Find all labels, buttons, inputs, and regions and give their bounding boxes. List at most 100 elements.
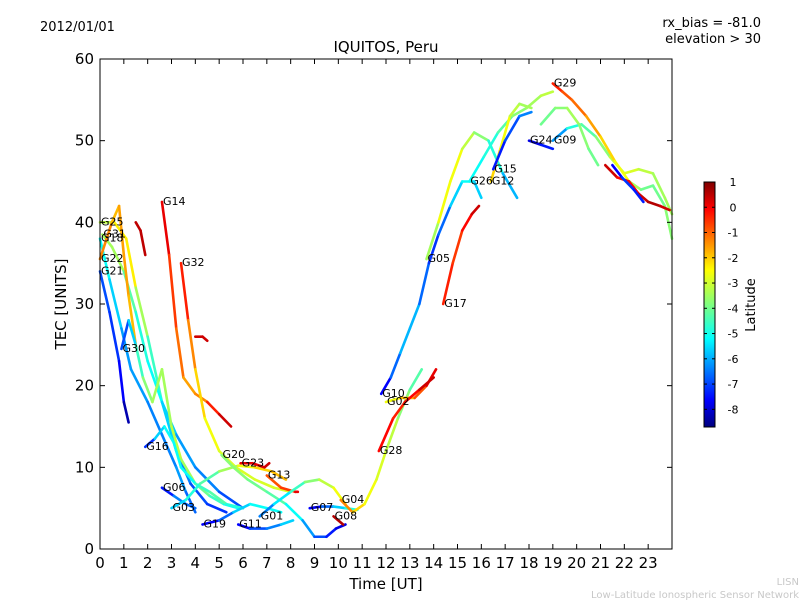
x-axis: 0 1 2 3 4 5 6 7 8 9 10 11 12 13 14 15 16 17 18 19 20 21 22 23 (95, 59, 658, 572)
series-segment (620, 176, 636, 191)
series-line (160, 200, 233, 428)
series-segment (637, 167, 655, 175)
series-segment (551, 82, 564, 93)
series-segment (565, 106, 581, 126)
series-segment (584, 114, 602, 138)
series-label: G14 (163, 195, 186, 208)
series-segment (518, 110, 533, 118)
y-axis: 0 10 20 30 40 50 60 (75, 50, 672, 558)
series-segment (389, 351, 402, 379)
series-segment (503, 114, 521, 142)
series-segment (539, 143, 555, 151)
series-line (220, 453, 347, 539)
x-tick-label: 20 (567, 554, 586, 572)
series-label: G09 (554, 134, 577, 147)
series-segment (146, 335, 164, 404)
series-line (194, 335, 209, 343)
x-tick-label: 14 (424, 554, 443, 572)
colorbar-tick-label: -8 (728, 403, 739, 416)
series-segment (377, 417, 395, 453)
series-segment (117, 204, 126, 257)
series-segment (587, 147, 600, 167)
series-segment (468, 155, 486, 183)
series-segment (527, 139, 543, 147)
series-segment (172, 494, 188, 506)
series-segment (127, 319, 138, 347)
series-label: G21 (101, 264, 124, 277)
series-segment (201, 335, 209, 343)
series-segment (332, 515, 345, 526)
series-segment (491, 139, 507, 171)
series-segment (437, 180, 452, 224)
series-segment (408, 302, 421, 330)
series-segment (272, 490, 292, 506)
series-label: G02 (387, 395, 410, 408)
chart-title: IQUITOS, Peru (333, 38, 438, 56)
series-segment (501, 172, 519, 200)
series-line (332, 515, 345, 526)
series-segment (263, 461, 271, 469)
series-segment (134, 343, 145, 379)
x-tick-label: 0 (95, 554, 105, 572)
series-line (539, 106, 600, 167)
footer-lisn: LISN (777, 577, 799, 588)
series-label: G05 (428, 252, 451, 265)
series-line (160, 486, 197, 510)
series-segment (418, 376, 435, 392)
series-segment (289, 480, 307, 494)
series-segment (110, 245, 126, 273)
series-label: G12 (492, 175, 515, 188)
series-segment (470, 204, 481, 216)
series-label: G15 (494, 162, 517, 175)
series-segment (174, 327, 185, 379)
plot-area: G25G31G18G22G21G14G32G30G16G06G03G19G20G… (75, 50, 674, 572)
series-segment (208, 490, 228, 506)
series-segment (253, 466, 273, 473)
series-segment (265, 490, 288, 506)
series-segment (639, 184, 655, 191)
series-line (339, 368, 424, 514)
x-tick-label: 11 (353, 554, 372, 572)
series-segment (561, 90, 574, 102)
colorbar-tick-label: -6 (728, 353, 739, 366)
series-segment (284, 502, 304, 522)
x-tick-label: 1 (119, 554, 129, 572)
series-segment (232, 502, 252, 514)
series-segment (108, 310, 121, 363)
series-segment (303, 478, 321, 484)
y-axis-label: TEC [UNITS] (52, 259, 70, 351)
series-label: G22 (101, 252, 124, 265)
series-segment (98, 221, 114, 261)
series-segment (403, 388, 421, 404)
series-line (143, 425, 245, 510)
series-segment (317, 478, 335, 490)
x-tick-label: 10 (329, 554, 348, 572)
series-segment (232, 466, 250, 481)
series-segment (472, 180, 483, 200)
series-segment (253, 478, 276, 490)
x-tick-label: 4 (191, 554, 201, 572)
series-segment (408, 368, 424, 392)
series-segment (234, 466, 257, 481)
series-segment (460, 131, 476, 151)
series-segment (160, 433, 178, 469)
series-segment (217, 490, 245, 510)
series-segment (182, 376, 197, 396)
y-tick-label: 30 (75, 295, 94, 313)
series-segment (146, 359, 164, 404)
series-label: G11 (239, 518, 262, 531)
series-segment (663, 196, 674, 216)
series-label: G31 (103, 228, 126, 241)
x-tick-label: 3 (167, 554, 177, 572)
series-segment (189, 482, 209, 506)
series-segment (398, 327, 412, 355)
x-tick-label: 18 (519, 554, 538, 572)
series-segment (225, 502, 245, 510)
x-axis-label: Time [UT] (348, 575, 422, 593)
colorbar-tick-label: -2 (728, 252, 739, 265)
series-line (491, 110, 533, 171)
series-label: G29 (554, 77, 577, 90)
series-line (611, 163, 645, 204)
series-segment (151, 368, 164, 404)
x-tick-label: 2 (143, 554, 153, 572)
